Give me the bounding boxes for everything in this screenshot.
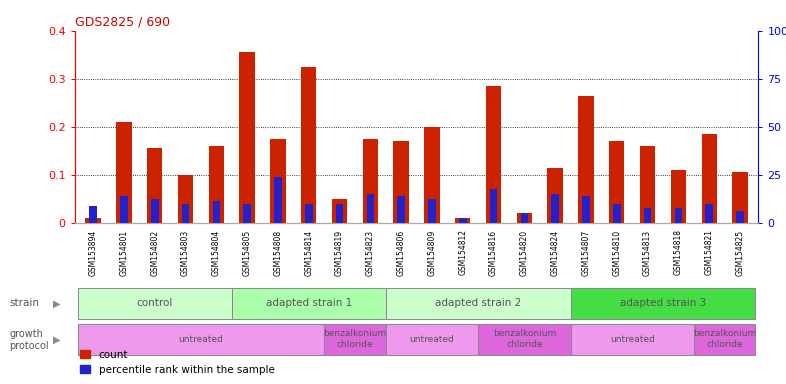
Text: GSM154806: GSM154806 <box>397 229 406 276</box>
Bar <box>120 196 128 223</box>
Text: GSM154825: GSM154825 <box>736 229 744 276</box>
Bar <box>613 204 621 223</box>
Text: GSM154812: GSM154812 <box>458 229 468 275</box>
Bar <box>301 67 317 223</box>
Bar <box>578 96 593 223</box>
Bar <box>520 213 528 223</box>
Text: untreated: untreated <box>178 334 223 344</box>
Text: adapted strain 1: adapted strain 1 <box>266 298 352 308</box>
Bar <box>178 175 193 223</box>
Bar <box>733 172 747 223</box>
Bar <box>551 194 559 223</box>
Bar <box>78 288 232 319</box>
Bar <box>644 208 652 223</box>
Bar <box>332 199 347 223</box>
Text: GDS2825 / 690: GDS2825 / 690 <box>75 15 170 28</box>
Text: untreated: untreated <box>410 334 454 344</box>
Bar <box>582 196 590 223</box>
Bar <box>86 218 101 223</box>
Bar <box>244 204 251 223</box>
Bar <box>571 324 694 356</box>
Bar <box>116 122 132 223</box>
Bar <box>705 204 713 223</box>
Bar <box>571 288 755 319</box>
Text: GSM154820: GSM154820 <box>520 229 529 276</box>
Text: GSM154824: GSM154824 <box>551 229 560 276</box>
Bar <box>640 146 656 223</box>
Text: GSM154810: GSM154810 <box>612 229 621 276</box>
Text: GSM154808: GSM154808 <box>274 229 282 276</box>
Text: GSM154821: GSM154821 <box>705 229 714 275</box>
Text: control: control <box>137 298 173 308</box>
Bar <box>674 208 682 223</box>
Bar <box>232 288 386 319</box>
Bar <box>274 177 282 223</box>
Text: benzalkonium
chloride: benzalkonium chloride <box>323 329 387 349</box>
Text: strain: strain <box>9 298 39 308</box>
Text: benzalkonium
chloride: benzalkonium chloride <box>693 329 756 349</box>
Bar <box>736 211 744 223</box>
Bar <box>386 288 571 319</box>
Bar <box>516 213 532 223</box>
Text: GSM154802: GSM154802 <box>150 229 160 276</box>
Bar <box>336 204 343 223</box>
Text: untreated: untreated <box>610 334 655 344</box>
Text: GSM154816: GSM154816 <box>489 229 498 276</box>
Text: GSM154807: GSM154807 <box>582 229 590 276</box>
Bar <box>182 204 189 223</box>
Bar <box>151 199 159 223</box>
Bar <box>694 324 755 356</box>
Text: GSM154819: GSM154819 <box>335 229 344 276</box>
Text: GSM154801: GSM154801 <box>119 229 128 276</box>
Bar <box>240 52 255 223</box>
Text: adapted strain 3: adapted strain 3 <box>620 298 706 308</box>
Bar <box>324 324 386 356</box>
Bar <box>366 194 374 223</box>
Text: GSM154823: GSM154823 <box>365 229 375 276</box>
Bar <box>609 141 625 223</box>
Bar <box>670 170 686 223</box>
Bar <box>548 167 563 223</box>
Bar <box>386 324 478 356</box>
Bar <box>362 139 378 223</box>
Bar <box>478 324 571 356</box>
Legend: count, percentile rank within the sample: count, percentile rank within the sample <box>80 350 274 375</box>
Bar <box>428 199 435 223</box>
Text: GSM154813: GSM154813 <box>643 229 652 276</box>
Bar <box>398 196 405 223</box>
Bar <box>490 189 498 223</box>
Text: adapted strain 2: adapted strain 2 <box>435 298 521 308</box>
Text: GSM154818: GSM154818 <box>674 229 683 275</box>
Bar <box>394 141 409 223</box>
Bar <box>78 324 324 356</box>
Bar <box>486 86 501 223</box>
Bar <box>270 139 285 223</box>
Bar <box>459 218 467 223</box>
Bar <box>208 146 224 223</box>
Text: GSM154805: GSM154805 <box>243 229 252 276</box>
Text: GSM154809: GSM154809 <box>428 229 436 276</box>
Bar <box>305 204 313 223</box>
Text: benzalkonium
chloride: benzalkonium chloride <box>493 329 556 349</box>
Text: GSM153894: GSM153894 <box>89 229 97 276</box>
Text: growth
protocol: growth protocol <box>9 329 49 351</box>
Text: GSM154814: GSM154814 <box>304 229 314 276</box>
Text: GSM154803: GSM154803 <box>181 229 190 276</box>
Bar <box>212 201 220 223</box>
Bar <box>90 206 97 223</box>
Text: GSM154804: GSM154804 <box>212 229 221 276</box>
Bar <box>147 148 163 223</box>
Bar <box>455 218 471 223</box>
Bar <box>424 127 439 223</box>
Bar <box>701 134 717 223</box>
Text: ▶: ▶ <box>53 298 61 308</box>
Text: ▶: ▶ <box>53 335 61 345</box>
